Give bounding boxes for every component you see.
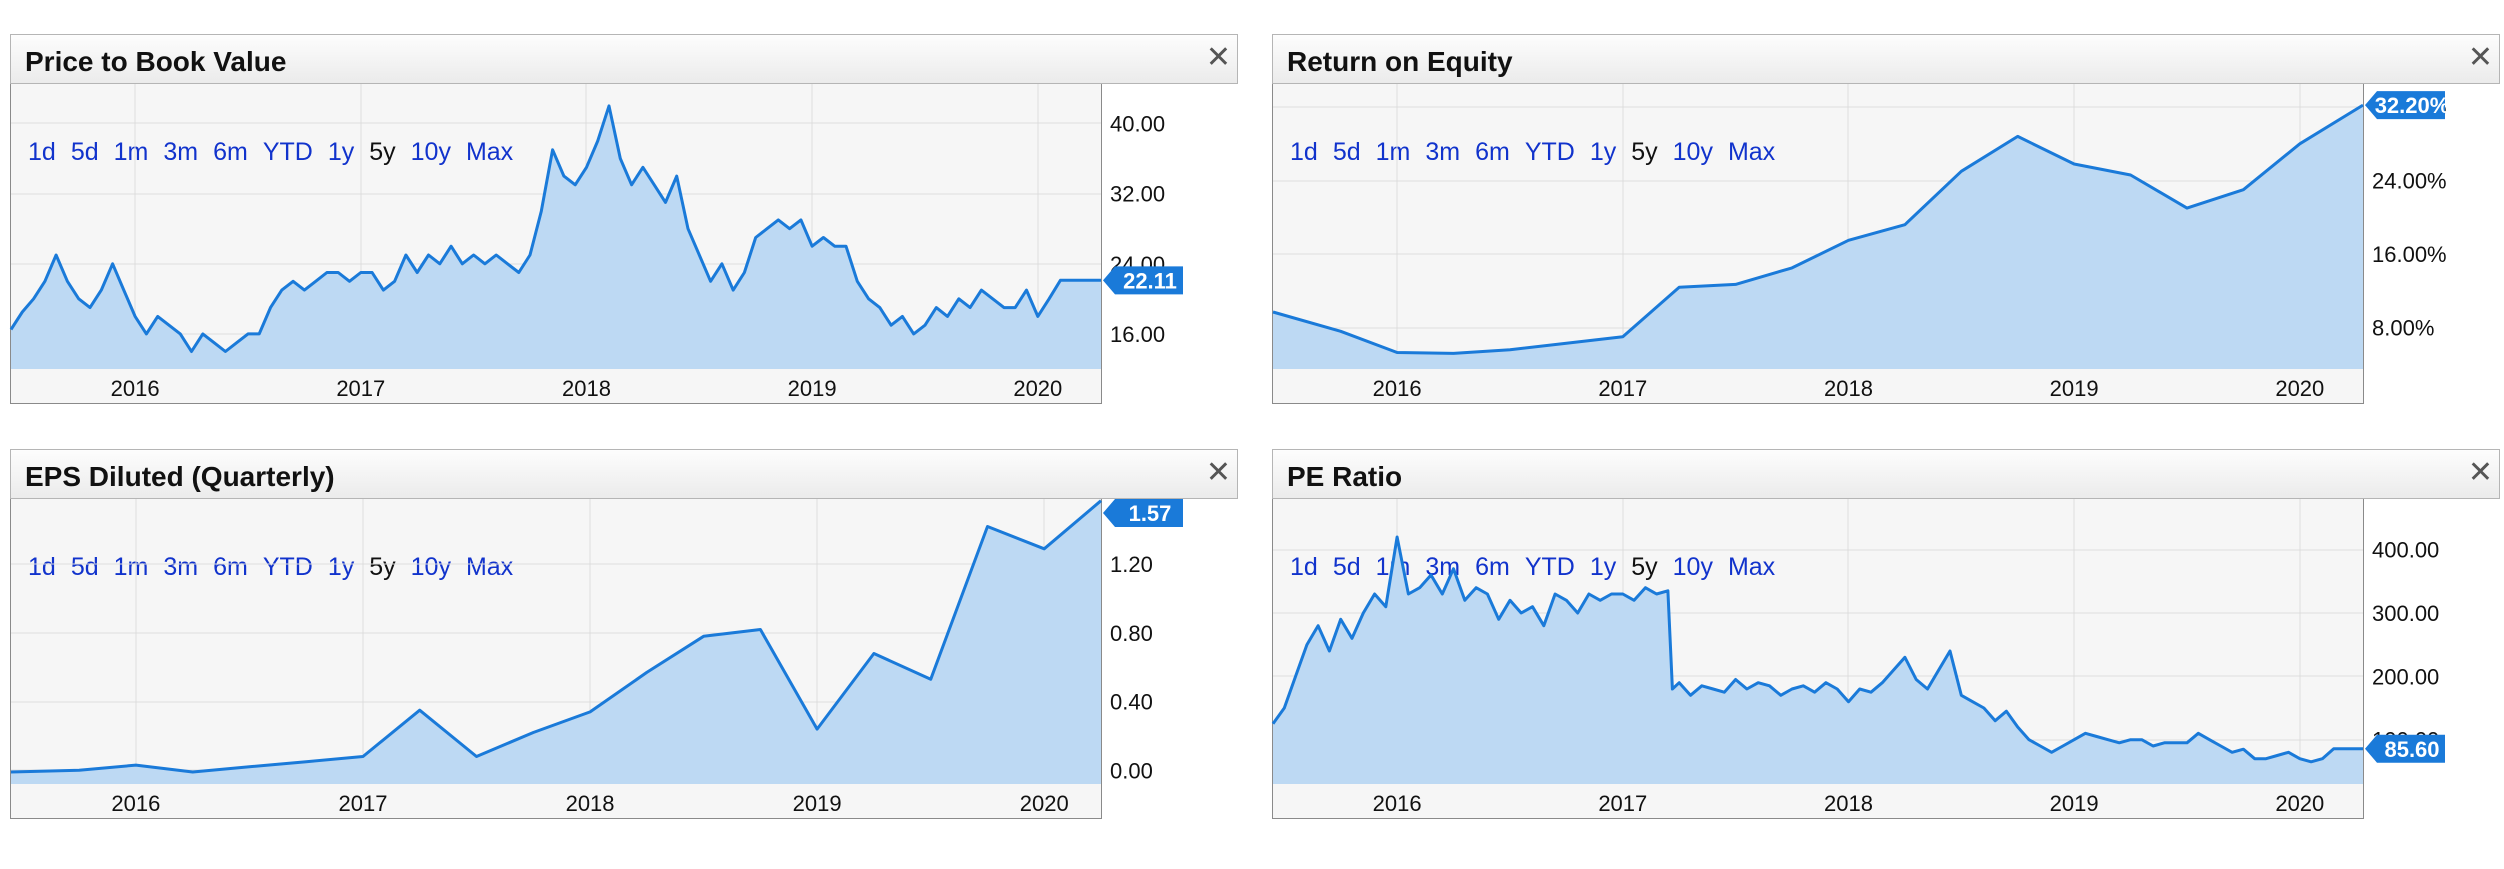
x-tick-label: 2017	[1598, 376, 1647, 401]
x-tick-label: 2018	[1824, 791, 1873, 816]
x-tick-label: 2018	[566, 791, 615, 816]
y-tick-label: 300.00	[2372, 601, 2439, 626]
x-tick-label: 2019	[2050, 791, 2099, 816]
y-tick-label: 200.00	[2372, 664, 2439, 689]
y-tick-label: 16.00%	[2372, 242, 2447, 267]
y-tick-label: 0.40	[1110, 690, 1153, 715]
x-tick-label: 2020	[1013, 376, 1062, 401]
x-tick-label: 2020	[2275, 791, 2324, 816]
x-tick-label: 2019	[793, 791, 842, 816]
chart-panel-1: Return on Equity ✕ 1d 5d 1m 3m 6m YTD 1y 5y 10y M…	[1272, 34, 2502, 370]
x-tick-label: 2017	[1598, 791, 1647, 816]
x-tick-label: 2019	[2050, 376, 2099, 401]
x-tick-label: 2020	[2275, 376, 2324, 401]
x-tick-label: 2017	[339, 791, 388, 816]
current-value-label: 85.60	[2384, 737, 2439, 762]
y-tick-label: 0.80	[1110, 621, 1153, 646]
y-tick-label: 0.00	[1110, 758, 1153, 783]
area-chart: 1.20 0.80 0.40 0.00 2016 2017 2018 2019 2020 1.57	[10, 449, 1240, 869]
chart-panel-2: EPS Diluted (Quarterly) ✕ 1d 5d 1m 3m 6m YTD 1…	[10, 449, 1240, 785]
current-value-badge: 85.60	[2365, 735, 2445, 763]
x-tick-label: 2016	[111, 791, 160, 816]
current-value-label: 1.57	[1129, 501, 1172, 526]
x-tick-label: 2018	[1824, 376, 1873, 401]
current-value-label: 32.20%	[2375, 93, 2450, 118]
series-area	[1273, 537, 2363, 784]
series-area	[1273, 105, 2363, 369]
y-tick-label: 1.20	[1110, 552, 1153, 577]
y-tick-label: 24.00%	[2372, 169, 2447, 194]
y-tick-label: 32.00	[1110, 182, 1165, 207]
area-chart: 400.00300.00200.00100.002016201720182019…	[1272, 449, 2502, 869]
series-area	[11, 501, 1101, 784]
x-tick-label: 2017	[336, 376, 385, 401]
x-tick-label: 2019	[788, 376, 837, 401]
x-tick-label: 2018	[562, 376, 611, 401]
y-tick-label: 8.00%	[2372, 316, 2434, 341]
x-tick-label: 2016	[1373, 376, 1422, 401]
y-tick-label: 400.00	[2372, 538, 2439, 563]
current-value-badge: 32.20%	[2365, 91, 2449, 119]
area-chart: 32.00%24.00%16.00%8.00%20162017201820192…	[1272, 34, 2502, 454]
current-value-badge: 22.11	[1103, 266, 1183, 294]
y-tick-label: 16.00	[1110, 322, 1165, 347]
x-tick-label: 2016	[1373, 791, 1422, 816]
current-value-label: 22.11	[1123, 268, 1177, 293]
chart-panel-0: Price to Book Value ✕ 1d 5d 1m 3m 6m YTD 1y 5y 1…	[10, 34, 1240, 370]
current-value-badge: 1.57	[1103, 499, 1183, 527]
x-tick-label: 2020	[1020, 791, 1069, 816]
x-tick-label: 2016	[111, 376, 160, 401]
y-tick-label: 40.00	[1110, 111, 1165, 136]
